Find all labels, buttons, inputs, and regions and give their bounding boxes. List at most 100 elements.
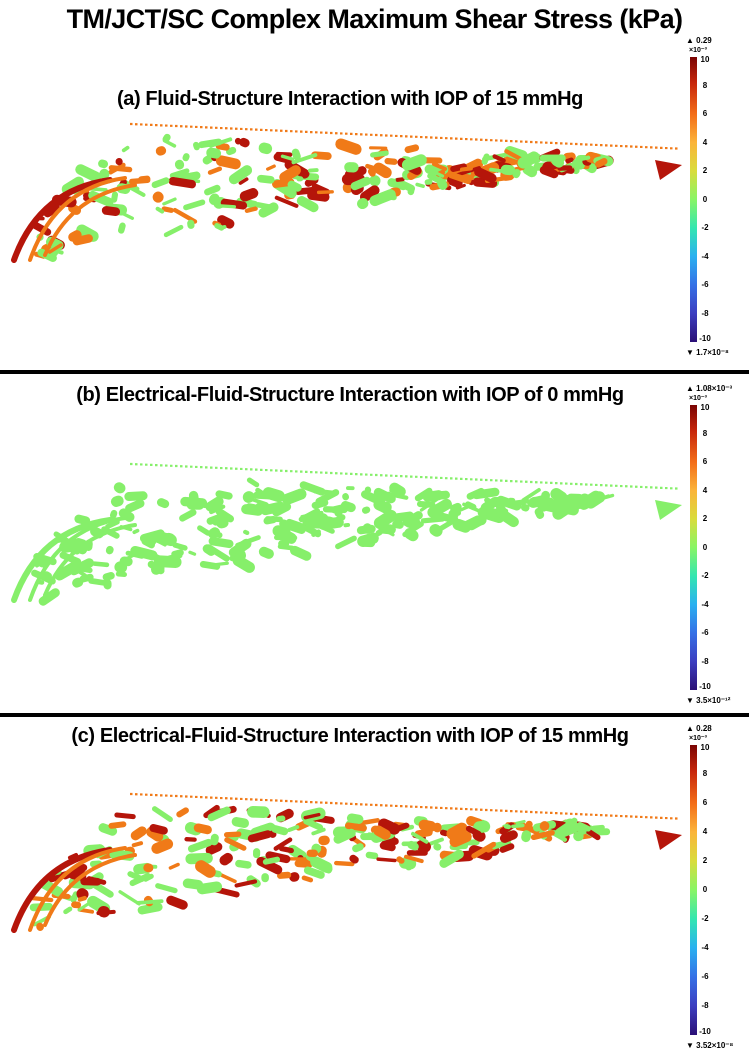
tissue-beam: [511, 823, 525, 829]
tissue-beam: [595, 157, 608, 168]
tissue-beam: [578, 490, 602, 510]
panel-c-colorbar: ▲ 0.28 ×10⁻³ 10 8 6 4 2 0 -2 -4 -6 -8 -10 ▼ 3.52×1…: [686, 724, 746, 1054]
tissue-beam: [260, 501, 286, 516]
tissue-beam: [183, 199, 206, 211]
colorbar-tick: -2: [701, 914, 709, 923]
tissue-beam: [224, 837, 247, 851]
tissue-beam: [274, 534, 298, 541]
tissue-beam: [296, 196, 319, 213]
tissue-beam: [291, 148, 301, 161]
tissue-beam: [210, 833, 219, 846]
tissue-beam: [196, 881, 223, 895]
tissue-beam: [539, 821, 550, 831]
divider-2: [0, 713, 749, 717]
tissue-beam: [238, 177, 249, 185]
tissue-beam: [459, 166, 473, 172]
tissue-beam: [67, 852, 79, 860]
colorbar-tick: -4: [701, 599, 709, 609]
tissue-beam: [455, 166, 481, 177]
tissue-beam: [198, 138, 223, 149]
tissue-beam: [135, 899, 164, 905]
tissue-beam: [244, 206, 258, 213]
tissue-beam: [162, 197, 177, 206]
colorbar-tick: -6: [701, 628, 709, 637]
tissue-beam: [262, 856, 281, 865]
tissue-beam: [517, 151, 540, 169]
panel-c-stress-map: [11, 792, 682, 933]
tissue-beam: [276, 871, 292, 879]
tissue-beam: [59, 539, 77, 553]
tissue-beam: [258, 825, 268, 833]
tissue-beam: [539, 166, 559, 179]
tissue-beam: [58, 567, 79, 573]
tissue-beam: [182, 878, 204, 890]
tissue-beam: [342, 493, 350, 501]
tissue-beam: [432, 162, 448, 171]
tissue-beam: [155, 206, 165, 214]
panel-c-max-label: ▲ 0.28: [686, 724, 712, 733]
tissue-beam: [228, 538, 252, 558]
tissue-beam: [195, 860, 216, 878]
tissue-beam: [246, 477, 260, 488]
tissue-beam: [333, 828, 356, 844]
tissue-beam: [273, 153, 292, 164]
tissue-beam: [452, 518, 472, 533]
colorbar-tick: 4: [702, 485, 708, 495]
tissue-beam: [354, 818, 380, 827]
colorbar-tick: 0: [702, 885, 708, 894]
colorbar-tick: -8: [701, 656, 709, 666]
tissue-beam: [289, 872, 300, 882]
uveal-lamella: [28, 516, 127, 602]
tissue-beam: [471, 841, 496, 859]
tissue-beam: [125, 499, 145, 513]
tissue-beam: [98, 159, 109, 169]
tissue-beam: [101, 206, 121, 217]
tissue-beam: [124, 491, 148, 501]
tissue-beam: [280, 154, 295, 161]
tissue-beam: [472, 487, 500, 500]
panel-a-colorbar: ▲ 0.29 ×10⁻³ 10 8 6 4 2 0 -2 -4 -6 -8 -10 ▼ 1.7×10…: [686, 36, 746, 361]
tissue-beam: [80, 877, 102, 886]
tissue-beam: [172, 542, 188, 551]
tissue-beam: [239, 187, 259, 202]
tissue-beam: [370, 150, 389, 158]
tissue-beam: [449, 831, 472, 848]
tissue-beam: [234, 879, 258, 888]
panel-c-colorbar-gradient: [690, 745, 697, 1035]
tissue-beam: [281, 488, 307, 505]
tissue-beam: [36, 922, 44, 931]
colorbar-tick: 8: [702, 428, 708, 438]
tissue-beam: [450, 502, 462, 513]
tissue-beam: [499, 843, 515, 853]
tissue-beam: [166, 895, 188, 910]
uveal-lamella: [11, 517, 113, 603]
colorbar-tick: 8: [702, 769, 708, 778]
colorbar-tick: 0: [702, 194, 708, 204]
tissue-beam: [318, 835, 330, 846]
tissue-beam: [228, 165, 253, 185]
tissue-beam: [43, 203, 60, 218]
tissue-beam: [118, 890, 141, 906]
tissue-beam: [252, 848, 261, 859]
tissue-beam: [404, 854, 424, 864]
panel-b-colorbar-gradient: [690, 405, 697, 690]
tissue-beam: [187, 219, 195, 229]
tissue-beam: [384, 157, 398, 165]
tissue-beam: [155, 146, 167, 156]
tissue-beam: [129, 872, 151, 887]
tissue-beam: [262, 487, 285, 503]
tissue-beam: [407, 840, 419, 851]
tissue-beam: [279, 519, 306, 534]
tissue-beam: [131, 841, 144, 848]
tissue-beam: [286, 857, 313, 861]
tissue-beam: [376, 857, 397, 863]
tissue-beam: [242, 491, 255, 503]
tissue-beam: [306, 849, 318, 857]
tissue-beam: [346, 813, 364, 824]
tissue-beam: [271, 825, 289, 836]
colorbar-tick: -8: [701, 308, 709, 318]
panel-b-exponent: ×10⁻³: [689, 395, 707, 402]
uveal-lamella: [43, 183, 137, 257]
tissue-beam: [109, 509, 118, 519]
tissue-beam: [161, 206, 174, 213]
